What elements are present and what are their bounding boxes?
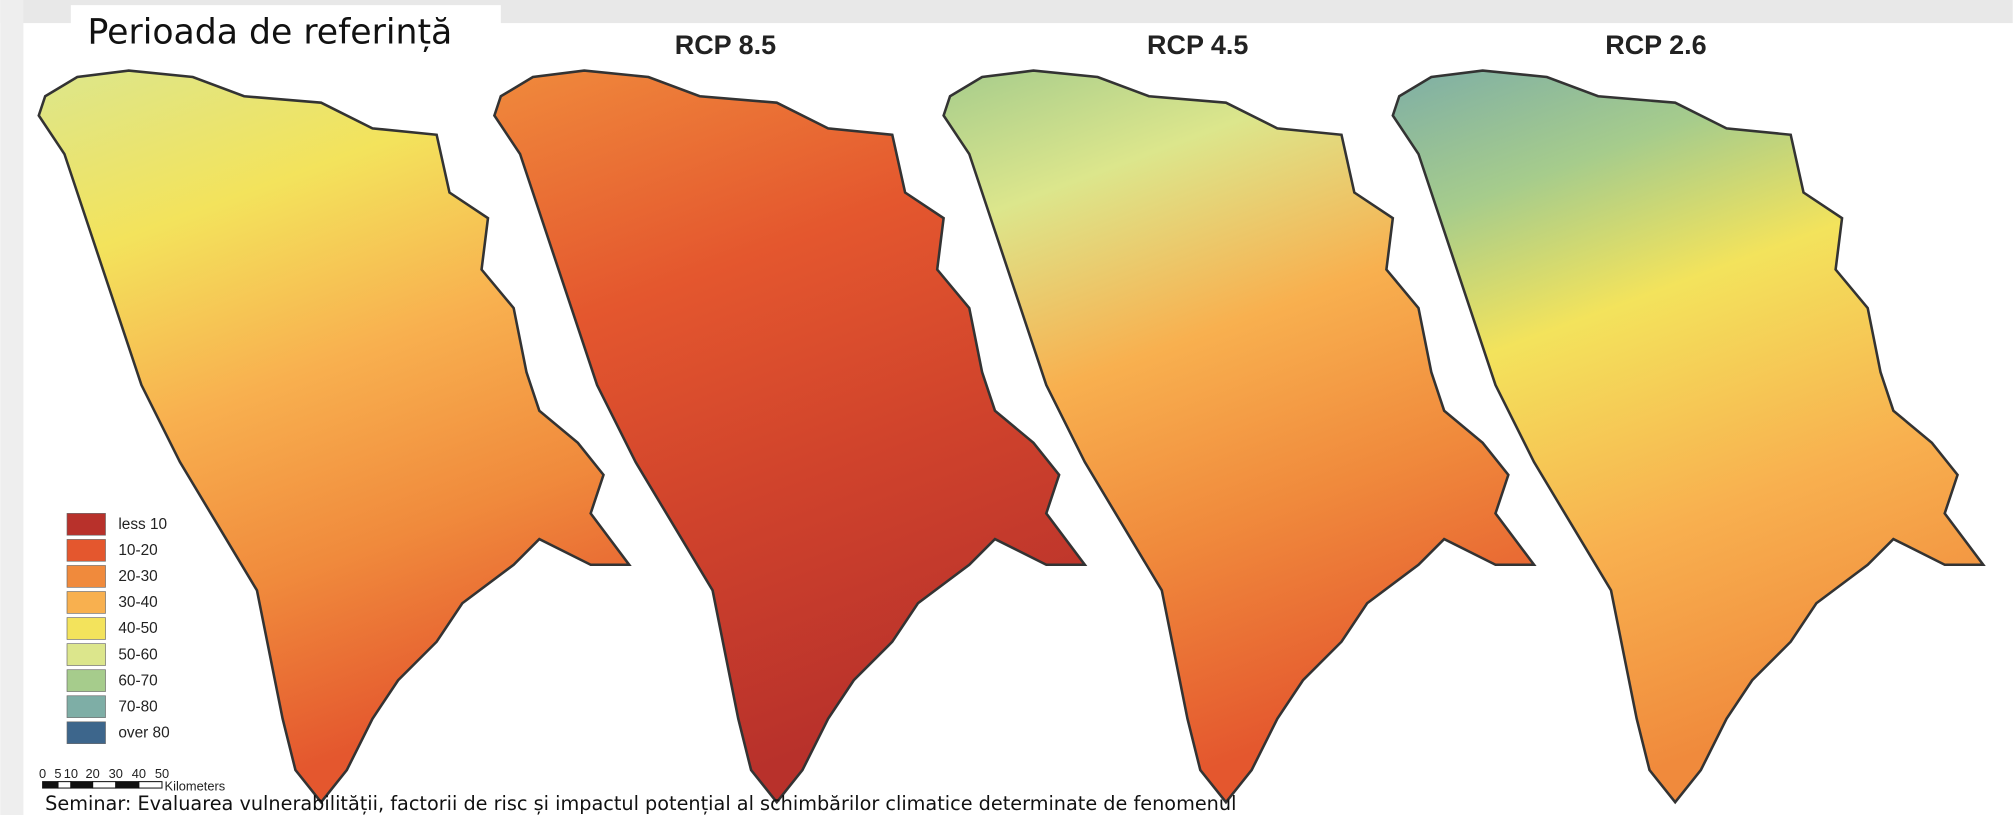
- legend: less 10 10-20 20-30 30-40 40-50 50-60 60-70 70-…: [67, 513, 170, 743]
- scale-label: 20: [86, 766, 100, 781]
- legend-label: 20-30: [118, 568, 157, 585]
- legend-swatch: [67, 644, 106, 666]
- legend-label: 50-60: [118, 646, 157, 663]
- scale-segment: [58, 782, 71, 788]
- scale-label: 40: [132, 766, 146, 781]
- map-rcp26: [1393, 71, 1983, 803]
- legend-label: 70-80: [118, 698, 157, 715]
- legend-label: 10-20: [118, 542, 157, 559]
- scale-label: 5: [54, 766, 61, 781]
- legend-swatch: [67, 539, 106, 561]
- legend-swatch: [67, 696, 106, 718]
- scale-label: 0: [39, 766, 46, 781]
- legend-swatch: [67, 722, 106, 744]
- legend-label: 40-50: [118, 620, 157, 637]
- scale-label: 10: [64, 766, 78, 781]
- scale-segment: [71, 782, 93, 788]
- slide: Perioada de referință RCP 8.5 RCP 4.5 RC…: [0, 0, 2013, 815]
- scale-segment: [93, 782, 116, 788]
- title: Perioada de referință: [88, 13, 453, 53]
- legend-swatch: [67, 565, 106, 587]
- panel-title: RCP 4.5: [1147, 30, 1248, 60]
- legend-swatch: [67, 513, 106, 535]
- legend-label: over 80: [118, 724, 169, 741]
- panel-title: RCP 2.6: [1605, 30, 1706, 60]
- legend-label: less 10: [118, 516, 167, 533]
- side-band: [0, 0, 23, 815]
- legend-label: 60-70: [118, 672, 157, 689]
- scale-segment: [139, 782, 162, 788]
- legend-swatch: [67, 670, 106, 692]
- legend-swatch: [67, 618, 106, 640]
- scale-segment: [43, 782, 58, 788]
- legend-label: 30-40: [118, 594, 157, 611]
- scale-label: 30: [109, 766, 123, 781]
- panel-title: RCP 8.5: [675, 30, 776, 60]
- legend-swatch: [67, 592, 106, 614]
- scale-segment: [116, 782, 139, 788]
- footer: Seminar: Evaluarea vulnerabilității, fac…: [45, 792, 1236, 815]
